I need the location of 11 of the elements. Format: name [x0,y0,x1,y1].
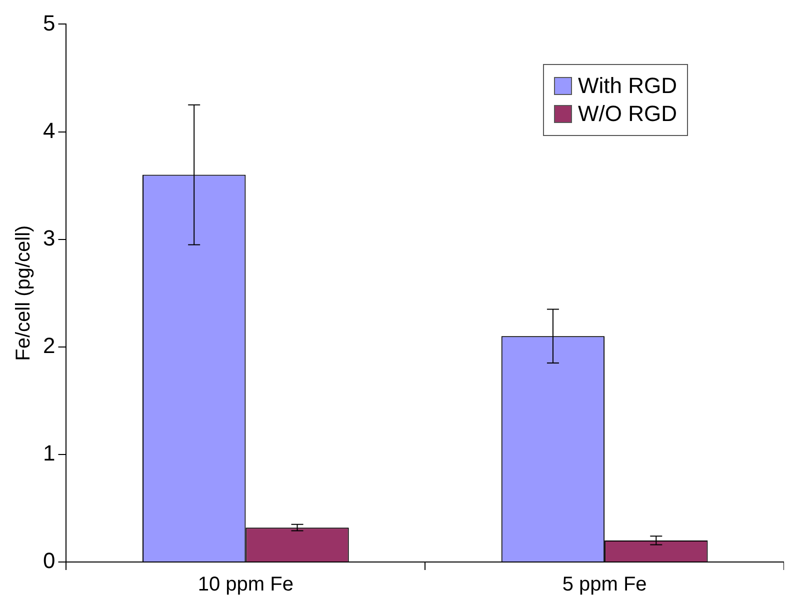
y-axis-title: Fe/cell (pg/cell) [12,225,35,361]
y-tick-label: 3 [42,225,56,250]
x-tick-label: 10 ppm Fe [198,574,294,596]
y-tick-label: 5 [42,10,56,36]
x-tick-label: 5 ppm Fe [562,574,647,596]
y-tick-label: 1 [42,440,56,466]
legend-label: W/O RGD [578,101,677,127]
y-tick-label: 2 [42,332,56,358]
legend-label: With RGD [578,73,677,99]
y-tick-label: 0 [42,548,56,574]
y-tick-label: 4 [42,118,56,143]
